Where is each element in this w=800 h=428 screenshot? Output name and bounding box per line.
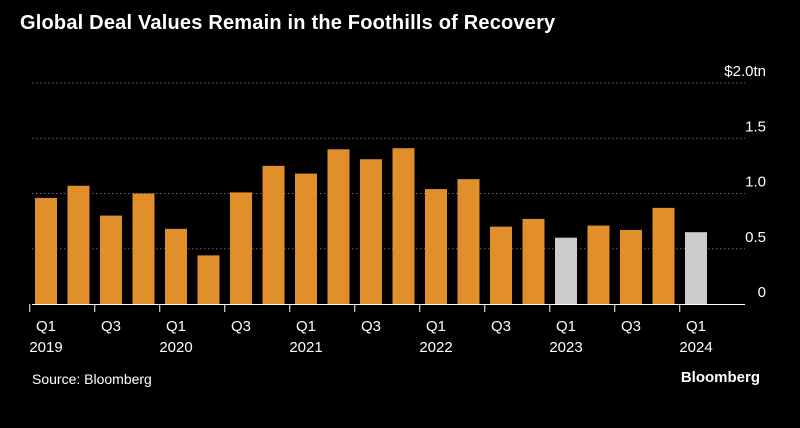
bar-q1-2024 (685, 232, 707, 304)
x-tick-label: Q1 (296, 318, 316, 335)
bar-q3-2023 (620, 229, 642, 304)
bar-q1-2020 (165, 228, 187, 304)
y-tick-label: 1.0 (745, 174, 766, 191)
bar-q1-2023 (555, 237, 577, 304)
bar-q4-2023 (652, 207, 675, 304)
x-tick-label: Q3 (231, 318, 251, 335)
bar-q4-2019 (132, 193, 155, 304)
source-note: Source: Bloomberg (32, 371, 152, 387)
y-tick-label: 0 (758, 284, 766, 301)
bar-q3-2020 (230, 192, 252, 304)
x-tick-label: Q3 (621, 318, 641, 335)
brand-logo: Bloomberg (680, 369, 760, 386)
bar-q4-2020 (262, 165, 285, 304)
bar-q2-2019 (67, 185, 90, 304)
x-tick-year: 2024 (679, 339, 712, 356)
x-tick-year: 2019 (29, 339, 62, 356)
bar-q3-2021 (360, 159, 382, 304)
bar-q3-2022 (490, 226, 512, 304)
bar-q2-2021 (327, 149, 350, 304)
x-tick-year: 2023 (549, 339, 582, 356)
bar-q2-2023 (587, 225, 610, 304)
bar-q3-2019 (100, 215, 122, 304)
chart-title: Global Deal Values Remain in the Foothil… (20, 12, 556, 34)
x-tick-year: 2020 (159, 339, 192, 356)
x-tick-label: Q3 (361, 318, 381, 335)
x-tick-year: 2022 (419, 339, 452, 356)
bar-q1-2019 (35, 197, 57, 304)
y-tick-label: 0.5 (745, 229, 766, 246)
bar-q2-2020 (197, 255, 220, 304)
bar-q1-2021 (295, 173, 317, 304)
x-tick-label: Q1 (166, 318, 186, 335)
x-tick-label: Q1 (556, 318, 576, 335)
bar-q4-2021 (392, 148, 415, 304)
x-tick-label: Q1 (426, 318, 446, 335)
bar-q4-2022 (522, 218, 545, 304)
bar-q2-2022 (457, 179, 480, 304)
x-tick-label: Q3 (491, 318, 511, 335)
x-tick-year: 2021 (289, 339, 322, 356)
bar-q1-2022 (425, 189, 447, 304)
y-tick-label: $2.0tn (724, 63, 766, 80)
x-tick-label: Q1 (686, 318, 706, 335)
x-tick-label: Q3 (101, 318, 121, 335)
y-tick-label: 1.5 (745, 118, 766, 135)
x-tick-label: Q1 (36, 318, 56, 335)
